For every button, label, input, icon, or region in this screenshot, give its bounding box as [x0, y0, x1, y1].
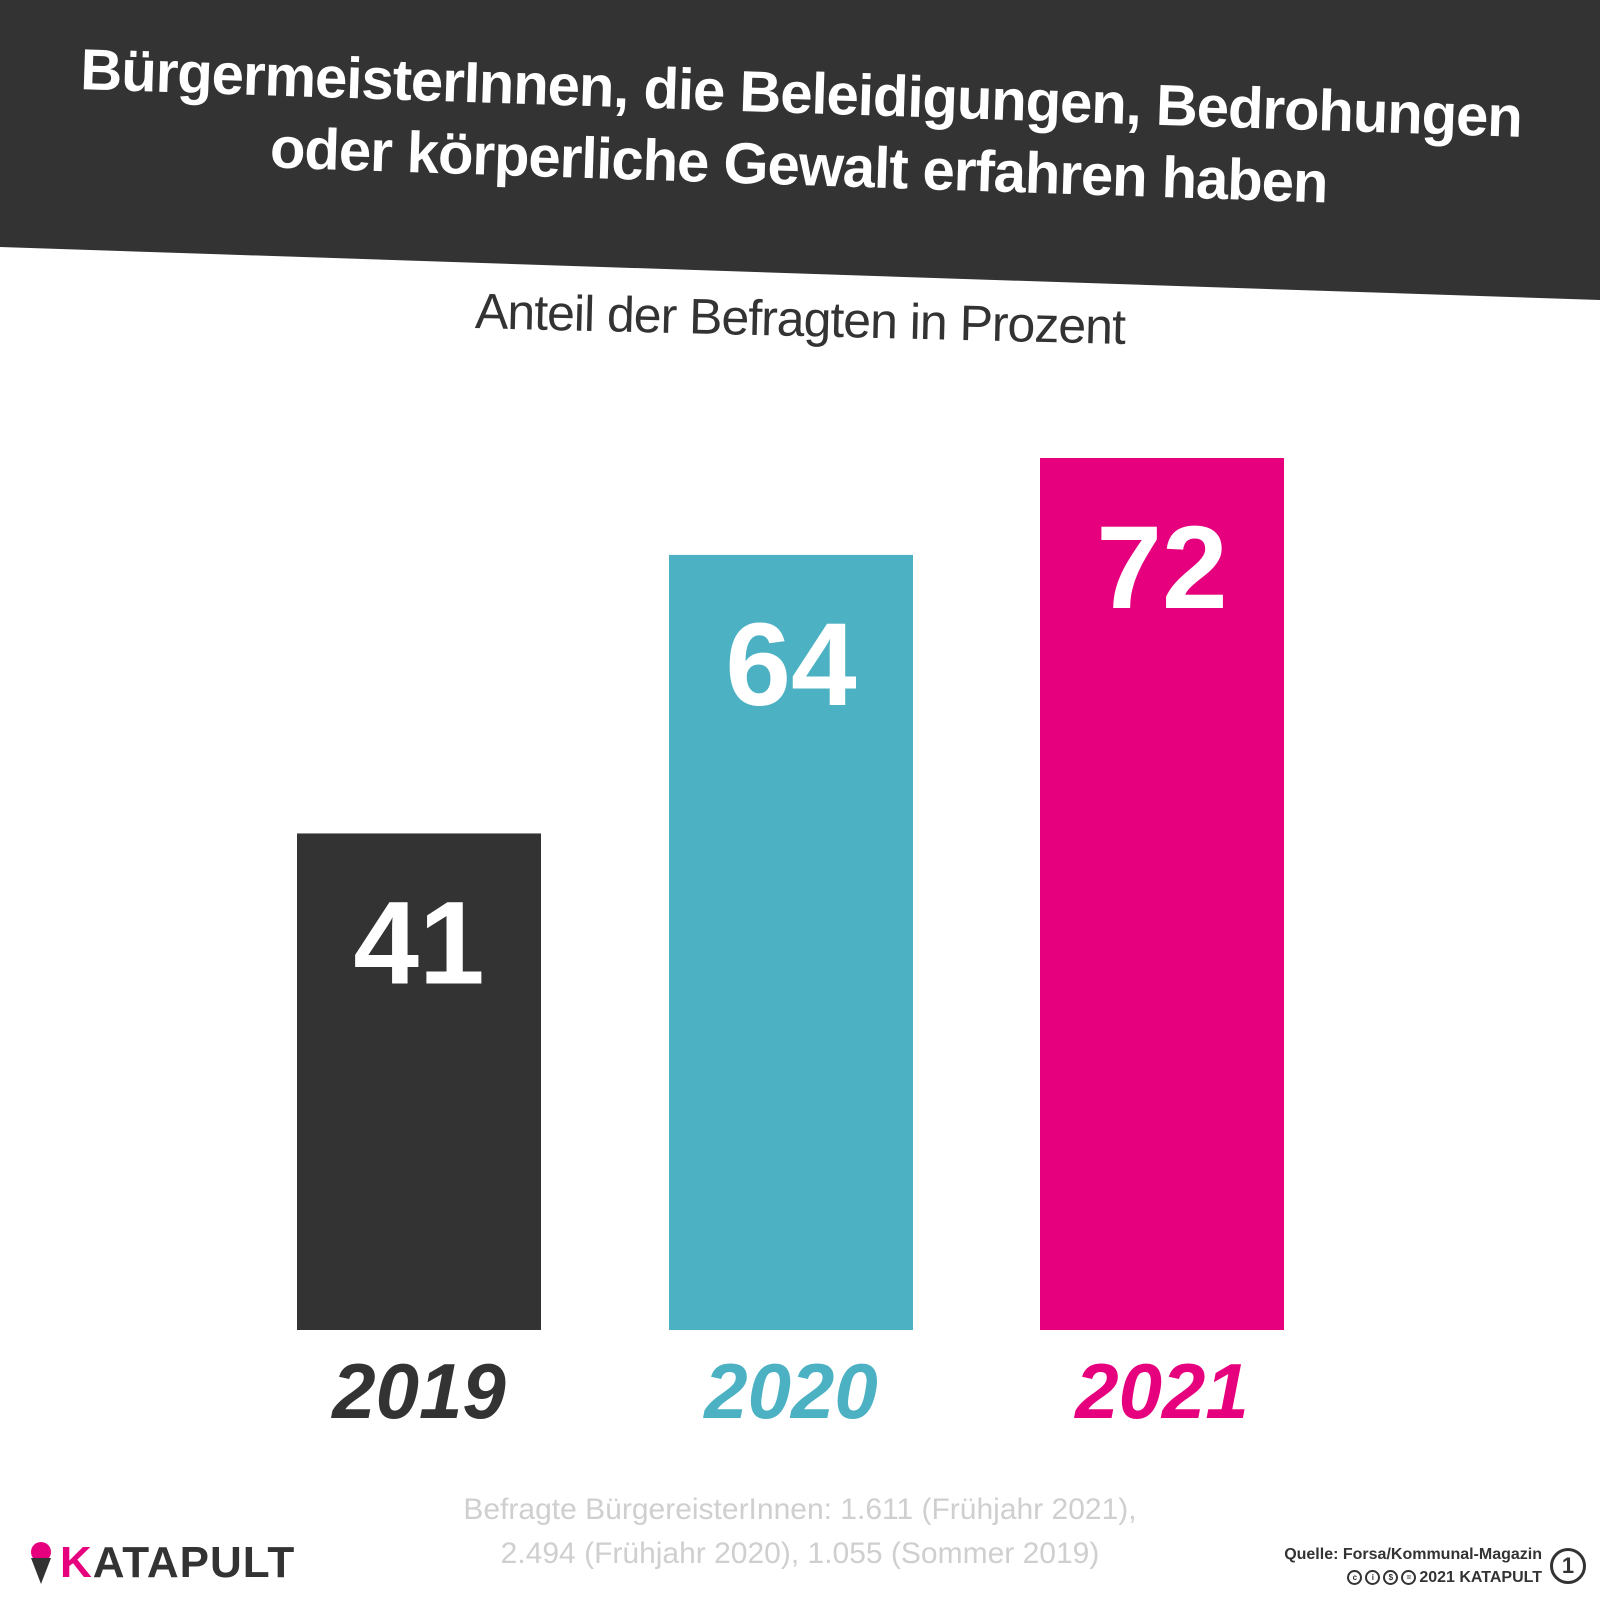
bar-2021 [1040, 458, 1284, 1330]
copyright-text: 2021 KATAPULT [1419, 1569, 1542, 1586]
logo-rest: ATAPULT [92, 1538, 296, 1587]
bar-2019 [297, 833, 541, 1330]
bar-chart: 41 2019 64 2020 72 2021 [297, 458, 1284, 1435]
cc-icon: c [1347, 1570, 1363, 1585]
footnote-line-2: 2.494 (Frühjahr 2020), 1.055 (Sommer 201… [500, 1537, 1100, 1570]
nc-icon: $ [1383, 1570, 1399, 1585]
data-label-2019: 41 [353, 877, 484, 1009]
license-row: c i $ = 2021 KATAPULT [1347, 1567, 1542, 1588]
logo-first-letter: K [60, 1538, 93, 1587]
bar-2020 [669, 554, 913, 1330]
x-tick-label-2020: 2020 [702, 1347, 878, 1435]
data-label-2020: 64 [725, 599, 856, 731]
katapult-logo: KATAPULT [28, 1540, 295, 1586]
footnote-line-1: Befragte BürgereisterInnen: 1.611 (Frühj… [463, 1493, 1137, 1526]
logo-wordmark: KATAPULT [60, 1540, 295, 1586]
footnote: Befragte BürgereisterInnen: 1.611 (Frühj… [0, 1488, 1600, 1576]
ice-cream-icon [31, 1542, 51, 1584]
x-tick-label-2019: 2019 [330, 1347, 506, 1435]
source-text-block: Quelle: Forsa/Kommunal-Magazin c i $ = 2… [1284, 1544, 1542, 1588]
x-tick-label-2021: 2021 [1073, 1347, 1249, 1435]
by-icon: i [1365, 1570, 1381, 1585]
nd-icon: = [1401, 1570, 1417, 1585]
data-label-2021: 72 [1096, 502, 1227, 634]
source-credits: Quelle: Forsa/Kommunal-Magazin c i $ = 2… [1284, 1544, 1586, 1588]
source-label: Quelle: Forsa/Kommunal-Magazin [1284, 1546, 1542, 1563]
number-badge: 1 [1550, 1548, 1586, 1584]
title-banner [0, 0, 1600, 300]
